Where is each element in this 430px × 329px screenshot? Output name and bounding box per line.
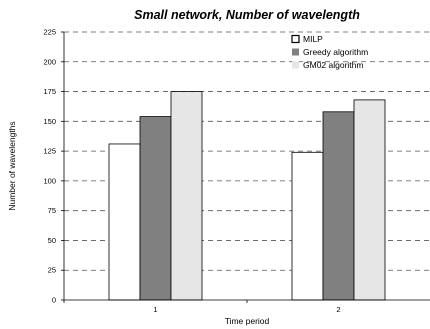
grid-lines bbox=[64, 31, 430, 271]
y-tick-label: 175 bbox=[43, 87, 56, 96]
y-tick-label: 50 bbox=[48, 236, 56, 245]
y-tick-label: 150 bbox=[43, 117, 56, 126]
y-tick-label: 225 bbox=[43, 28, 56, 37]
x-tick-label: 1 bbox=[153, 305, 157, 314]
legend-label: MILP bbox=[303, 34, 323, 44]
x-tick-label: 2 bbox=[336, 305, 340, 314]
bar-greedy-algorithm-1 bbox=[139, 116, 172, 301]
y-tick-label: 25 bbox=[48, 266, 56, 275]
y-tick-label: 75 bbox=[48, 206, 56, 215]
bars-group bbox=[108, 91, 386, 301]
y-tick-label: 100 bbox=[43, 176, 56, 185]
legend: MILP Greedy algorithm GM02 algorithm bbox=[291, 34, 368, 70]
legend-swatch bbox=[292, 61, 299, 69]
legend-label: Greedy algorithm bbox=[303, 47, 368, 57]
legend-swatch bbox=[291, 34, 300, 44]
bar-gm02-algorithm-1 bbox=[170, 91, 203, 301]
chart-title: Small network, Number of wavelength bbox=[134, 8, 360, 22]
legend-swatch bbox=[292, 48, 299, 56]
legend-label: GM02 algorithm bbox=[303, 60, 363, 70]
y-axis-label: Number of wavelengths bbox=[7, 121, 17, 210]
y-tick-labels: 0 25 50 75 100 125 150 175 200 225 bbox=[43, 28, 56, 305]
x-axis-label: Time period bbox=[225, 316, 270, 326]
bar-milp-1 bbox=[108, 143, 141, 301]
y-tick-label: 125 bbox=[43, 147, 56, 156]
axes-group bbox=[61, 31, 430, 303]
bar-greedy-algorithm-2 bbox=[322, 111, 355, 301]
bar-milp-2 bbox=[291, 151, 324, 301]
y-tick-label: 0 bbox=[52, 296, 56, 305]
bar-gm02-algorithm-2 bbox=[353, 99, 386, 301]
y-tick-label: 200 bbox=[43, 57, 56, 66]
